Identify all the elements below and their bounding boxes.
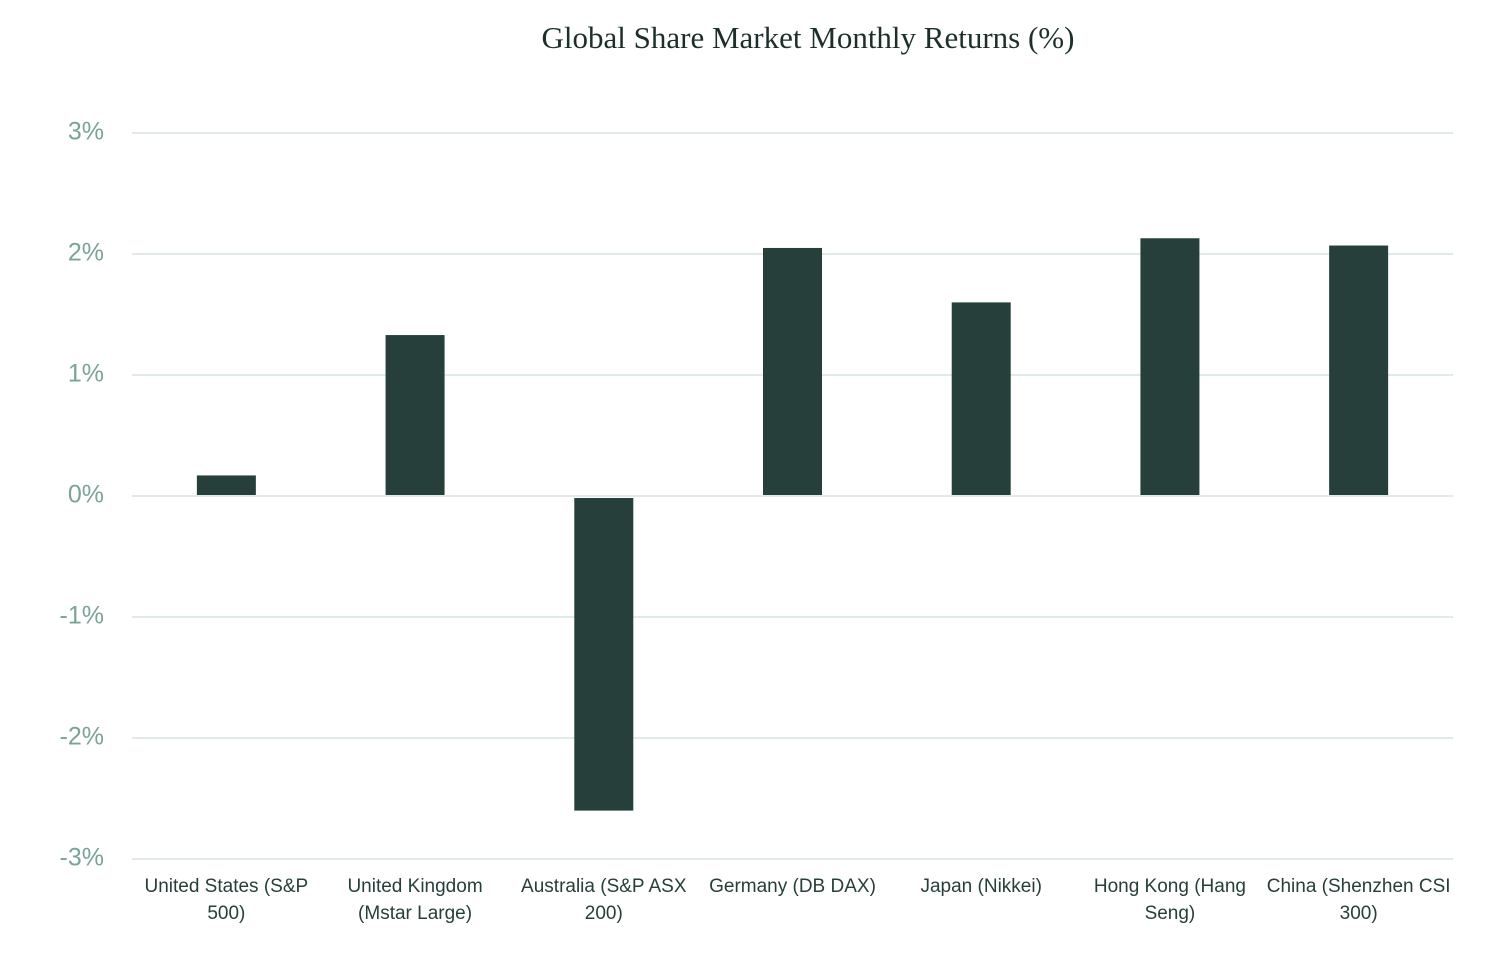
y-tick-label: 1% <box>68 360 104 388</box>
bar <box>1329 245 1389 495</box>
y-tick-label: 0% <box>68 481 104 509</box>
bar <box>1140 238 1200 495</box>
y-tick-label: -1% <box>60 602 104 630</box>
bar <box>385 335 445 495</box>
x-tick-label: United States (S&P 500) <box>144 876 309 924</box>
x-tick-label: Hong Kong (Hang Seng) <box>1093 876 1246 924</box>
x-tick-label: United Kingdom (Mstar Large) <box>347 876 483 924</box>
x-tick-label: Germany (DB DAX) <box>709 876 876 897</box>
bar <box>574 498 634 811</box>
x-tick-label: Japan (Nikkei) <box>920 876 1042 897</box>
bar <box>951 302 1011 495</box>
chart-title: Global Share Market Monthly Returns (%) <box>542 20 1075 55</box>
x-tick-label: Australia (S&P ASX 200) <box>521 876 687 924</box>
y-tick-label: -3% <box>60 844 104 872</box>
bar <box>763 247 822 495</box>
y-tick-label: 2% <box>68 239 104 267</box>
y-tick-label: 3% <box>68 118 104 146</box>
y-tick-label: -2% <box>60 723 104 751</box>
bar <box>196 475 256 495</box>
x-tick-label: China (Shenzhen CSI 300) <box>1266 876 1451 924</box>
